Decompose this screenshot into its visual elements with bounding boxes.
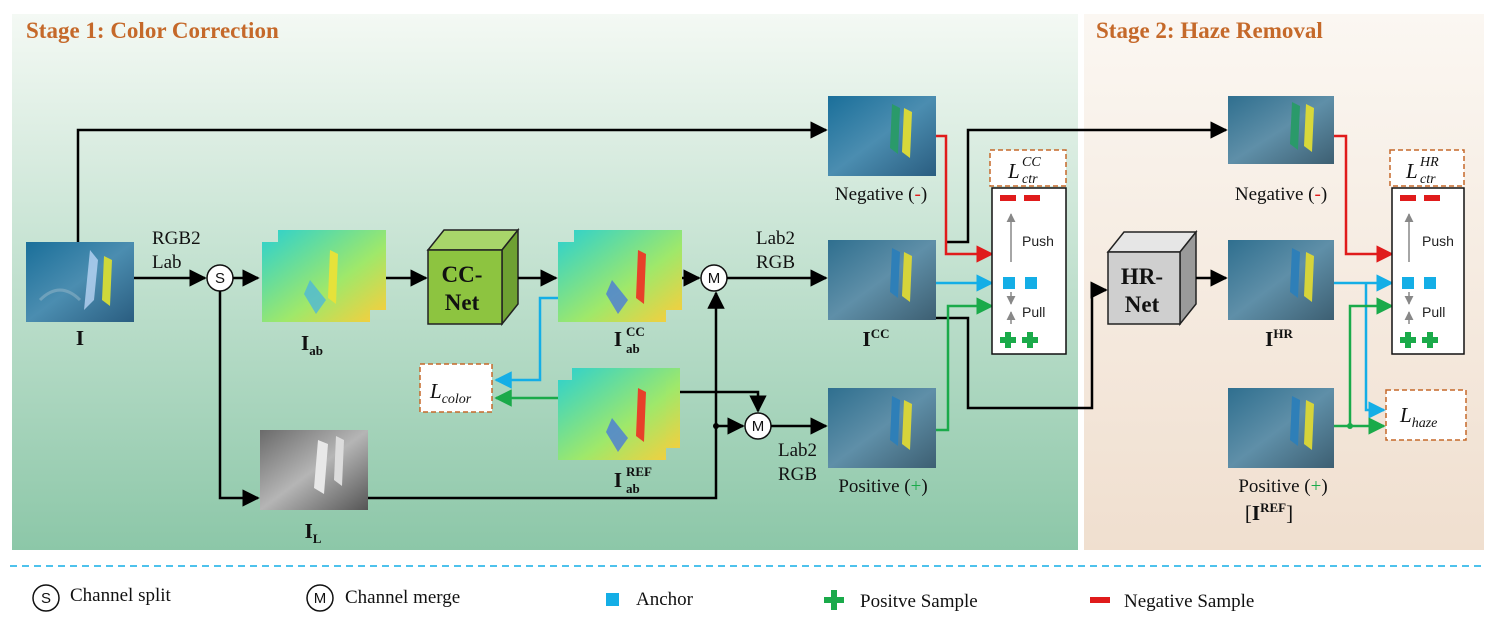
ctr-hr-L: L bbox=[1405, 159, 1418, 183]
legend-negative-icon bbox=[1090, 597, 1110, 603]
cc-caption: ICC bbox=[863, 326, 890, 351]
ab-ref-caption: I bbox=[614, 468, 622, 492]
split-symbol: S bbox=[215, 270, 225, 287]
hr-net-label-2: Net bbox=[1125, 292, 1160, 317]
color-loss-L: Lcolor bbox=[429, 379, 472, 407]
merge-symbol-top: M bbox=[708, 270, 721, 287]
rgb2lab-label-2: Lab bbox=[152, 252, 182, 273]
push-label-hr: Push bbox=[1422, 233, 1454, 249]
ctr-cc-L: L bbox=[1007, 159, 1020, 183]
neg1-image bbox=[828, 96, 936, 176]
neg2-arrow bbox=[1334, 134, 1394, 263]
legend-merge-label: Channel merge bbox=[345, 587, 460, 608]
black-arrows bbox=[76, 121, 1228, 507]
ctr-hr-label-box bbox=[1389, 149, 1465, 187]
ctr-hr-sup: HR bbox=[1419, 155, 1439, 170]
legend-split-symbol: S bbox=[41, 590, 51, 607]
ctr-hr-sub: ctr bbox=[1420, 172, 1436, 187]
ab-cc-image bbox=[558, 230, 682, 322]
junction-dot bbox=[713, 423, 719, 429]
pos2-arrow bbox=[1334, 297, 1394, 428]
hr-net-label-1: HR- bbox=[1121, 264, 1163, 289]
ab-image bbox=[262, 230, 386, 322]
green-junction bbox=[1347, 423, 1353, 429]
cc-net-label-2: Net bbox=[445, 290, 480, 315]
neg2-caption: Negative (-) bbox=[1235, 184, 1327, 205]
lab2rgb-bottom-label-2: RGB bbox=[778, 464, 817, 485]
stage2-title: Stage 2: Haze Removal bbox=[1096, 18, 1323, 43]
color-loss-box bbox=[419, 363, 493, 413]
pos2-caption: Positive (+) bbox=[1238, 476, 1327, 497]
ab-cc-caption: I bbox=[614, 327, 622, 351]
haze-blue-arrow bbox=[1364, 283, 1386, 419]
ab-cc-sub: ab bbox=[626, 341, 640, 356]
legend-anchor-icon bbox=[606, 593, 619, 606]
lab2rgb-top-label-2: RGB bbox=[756, 252, 795, 273]
push-label-cc: Push bbox=[1022, 233, 1054, 249]
input-image bbox=[26, 242, 134, 322]
ctr-cc-label-box bbox=[989, 149, 1067, 187]
l-caption: IL bbox=[305, 519, 322, 546]
ctr-box-hr bbox=[1391, 187, 1465, 355]
pos2-ref-caption: [IREF] bbox=[1245, 500, 1293, 525]
legend-positive-label: Positve Sample bbox=[860, 591, 978, 612]
legend-split-label: Channel split bbox=[70, 585, 172, 606]
lab2rgb-bottom-label-1: Lab2 bbox=[778, 440, 817, 461]
haze-loss-box bbox=[1385, 389, 1467, 441]
cc-image bbox=[828, 240, 936, 320]
neg1-caption: Negative (-) bbox=[835, 184, 927, 205]
merge-symbol-bottom: M bbox=[752, 418, 765, 435]
input-caption: I bbox=[76, 326, 84, 350]
ab-ref-sup: REF bbox=[626, 464, 652, 479]
legend-split-icon bbox=[32, 584, 60, 612]
pos-marks-cc bbox=[1000, 332, 1038, 348]
hr-net-cube bbox=[1106, 229, 1198, 327]
stage1-title: Stage 1: Color Correction bbox=[26, 18, 279, 43]
legend-anchor-label: Anchor bbox=[636, 589, 694, 610]
pos1-caption: Positive (+) bbox=[838, 476, 927, 497]
legend-merge-icon bbox=[306, 584, 334, 612]
anchor-marks-hr bbox=[1402, 277, 1436, 289]
cc-net-label-1: CC- bbox=[442, 262, 483, 287]
lab2rgb-top-label-1: Lab2 bbox=[756, 228, 795, 249]
color-loss-blue-arrow bbox=[494, 296, 558, 389]
rgb2lab-label-1: RGB2 bbox=[152, 228, 201, 249]
pull-label-hr: Pull bbox=[1422, 304, 1445, 320]
ctr-cc-sup: CC bbox=[1022, 155, 1041, 170]
haze-loss-L: Lhaze bbox=[1399, 403, 1437, 431]
pull-label-cc: Pull bbox=[1022, 304, 1045, 320]
neg1-arrow bbox=[936, 134, 994, 263]
pos1-image bbox=[828, 388, 936, 468]
pos1-arrow bbox=[936, 297, 994, 432]
l-image bbox=[260, 430, 368, 510]
hr-image bbox=[1228, 240, 1334, 320]
anchor-marks-cc bbox=[1003, 277, 1037, 289]
hr-caption: IHR bbox=[1265, 326, 1293, 351]
ab-cc-sup: CC bbox=[626, 324, 645, 339]
ctr-cc-sub: ctr bbox=[1022, 172, 1038, 187]
ab-ref-image bbox=[558, 368, 680, 460]
legend-negative-label: Negative Sample bbox=[1124, 591, 1254, 612]
neg-marks-cc bbox=[1000, 195, 1040, 201]
neg-marks-hr bbox=[1400, 195, 1440, 201]
cc-net-cube bbox=[426, 227, 520, 327]
ab-caption: Iab bbox=[301, 331, 323, 358]
legend-merge-symbol: M bbox=[314, 590, 327, 607]
ab-ref-sub: ab bbox=[626, 481, 640, 496]
neg2-image bbox=[1228, 96, 1334, 164]
pos2-image bbox=[1228, 388, 1334, 468]
legend-positive-icon bbox=[824, 590, 844, 610]
pos-marks-hr bbox=[1400, 332, 1438, 348]
ctr-box-cc bbox=[991, 187, 1067, 355]
